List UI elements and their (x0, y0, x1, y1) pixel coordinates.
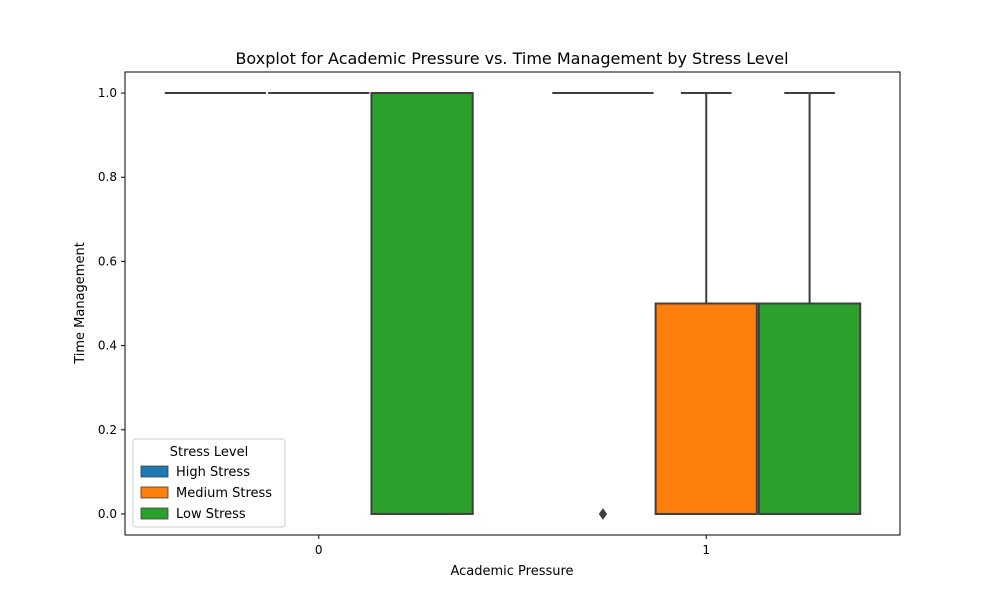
legend-entry: Low Stress (176, 507, 246, 522)
box-low-stress-0 (370, 92, 474, 515)
y-axis-label: Time Management (73, 242, 88, 365)
y-tick-label: 1.0 (98, 86, 117, 100)
legend-entry: High Stress (176, 465, 250, 480)
y-tick-label: 0.4 (98, 339, 117, 353)
box-high-stress-1 (552, 92, 654, 520)
chart-title: Boxplot for Academic Pressure vs. Time M… (235, 49, 788, 68)
legend-entry: Medium Stress (176, 486, 272, 501)
legend: Stress Level High Stress Medium Stress Low … (132, 438, 286, 528)
plot-area: 0.0 0.2 0.4 0.6 0.8 1.0 0 1 (98, 71, 901, 557)
legend-title: Stress Level (170, 445, 248, 460)
legend-frame (132, 438, 286, 528)
legend-swatch (140, 465, 169, 478)
y-tick-label: 0.0 (98, 507, 117, 521)
y-tick-label: 0.2 (98, 423, 117, 437)
box-body (654, 302, 758, 515)
legend-swatch (140, 486, 169, 499)
axes-frame (124, 71, 901, 536)
box-body (370, 92, 474, 515)
legend-swatch (140, 507, 169, 520)
x-tick-label: 0 (315, 543, 323, 557)
box-medium-stress-1 (654, 92, 758, 515)
y-tick-label: 0.8 (98, 170, 117, 184)
x-axis-label: Academic Pressure (450, 564, 573, 579)
outlier-marker (598, 508, 608, 520)
x-tick-label: 1 (702, 543, 710, 557)
y-tick-label: 0.6 (98, 254, 117, 268)
box-body (757, 302, 862, 515)
box-low-stress-1 (757, 92, 862, 515)
